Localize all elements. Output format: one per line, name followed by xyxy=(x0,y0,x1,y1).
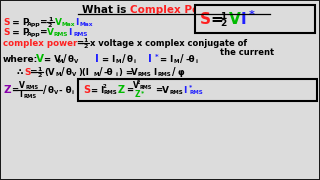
Text: RMS: RMS xyxy=(54,31,68,37)
FancyBboxPatch shape xyxy=(78,79,317,101)
Text: i: i xyxy=(133,58,135,64)
Text: 2: 2 xyxy=(48,22,52,28)
Text: 2: 2 xyxy=(137,80,140,84)
Text: θ: θ xyxy=(66,68,72,76)
Text: V: V xyxy=(162,86,169,94)
Text: ∴: ∴ xyxy=(16,68,22,76)
Text: i: i xyxy=(71,89,73,94)
Text: V: V xyxy=(229,12,241,26)
Text: =: = xyxy=(30,68,38,76)
Text: I: I xyxy=(153,68,156,76)
Text: V: V xyxy=(74,58,78,64)
Text: 2: 2 xyxy=(37,73,41,78)
FancyBboxPatch shape xyxy=(195,5,315,33)
Text: -θ: -θ xyxy=(185,55,195,64)
Text: What is: What is xyxy=(82,5,130,15)
Text: V: V xyxy=(55,17,62,26)
Text: *: * xyxy=(249,10,255,20)
Text: ? (2): ? (2) xyxy=(224,5,250,15)
Text: I: I xyxy=(75,17,78,26)
Text: i: i xyxy=(115,71,117,76)
Text: )(I: )(I xyxy=(78,68,89,76)
Text: 1: 1 xyxy=(220,12,226,21)
Text: /: / xyxy=(180,54,183,64)
Text: M: M xyxy=(116,58,122,64)
Text: the current: the current xyxy=(220,48,274,57)
Text: RMS: RMS xyxy=(158,71,172,76)
Text: M: M xyxy=(55,71,60,76)
Text: I: I xyxy=(183,86,186,94)
Text: V: V xyxy=(19,81,25,90)
Text: 1: 1 xyxy=(37,66,41,71)
Text: Z: Z xyxy=(135,89,140,98)
Text: Complex Power: Complex Power xyxy=(130,5,221,15)
Text: where:: where: xyxy=(3,55,38,64)
Text: = P: = P xyxy=(9,17,29,26)
Text: /: / xyxy=(122,54,125,64)
Text: RMS: RMS xyxy=(24,94,37,99)
Text: =: = xyxy=(76,39,83,48)
Text: =: = xyxy=(40,17,48,26)
Text: 2: 2 xyxy=(83,44,87,48)
Text: I: I xyxy=(241,12,247,26)
Text: = P: = P xyxy=(9,28,29,37)
Text: 1: 1 xyxy=(48,17,52,21)
Text: *: * xyxy=(141,91,144,96)
Text: Z: Z xyxy=(3,85,11,95)
Text: V: V xyxy=(47,28,54,37)
Text: 2: 2 xyxy=(220,19,226,28)
Text: V: V xyxy=(131,68,138,76)
Text: S: S xyxy=(200,12,211,26)
Text: RMS: RMS xyxy=(138,71,152,76)
Text: M: M xyxy=(93,71,99,76)
Text: 2: 2 xyxy=(103,84,107,89)
Text: Max: Max xyxy=(62,21,76,26)
Text: V: V xyxy=(133,80,139,89)
Text: =: = xyxy=(126,86,133,94)
Text: App: App xyxy=(27,31,41,37)
Text: I: I xyxy=(19,90,22,99)
Text: V: V xyxy=(36,54,44,64)
Text: ) =: ) = xyxy=(119,68,133,76)
Text: RMS: RMS xyxy=(189,89,203,94)
Text: RMS: RMS xyxy=(73,31,87,37)
Text: i: i xyxy=(196,58,198,64)
Text: (V: (V xyxy=(44,68,54,76)
Text: = I: = I xyxy=(160,55,173,64)
Text: V: V xyxy=(54,89,58,94)
Text: = I: = I xyxy=(91,86,104,94)
Text: S: S xyxy=(3,17,10,26)
Text: I: I xyxy=(68,28,71,37)
Text: /: / xyxy=(43,85,46,95)
Text: App: App xyxy=(27,21,41,26)
Text: 1: 1 xyxy=(83,37,87,42)
Text: /: / xyxy=(172,67,175,77)
Text: V: V xyxy=(72,71,76,76)
Text: θ: θ xyxy=(48,86,54,94)
Text: =: = xyxy=(11,86,18,94)
Text: - θ: - θ xyxy=(59,86,72,94)
Text: /: / xyxy=(61,67,65,77)
Text: =: = xyxy=(155,86,162,94)
Text: S: S xyxy=(3,28,10,37)
Text: θ: θ xyxy=(68,55,74,64)
Text: -θ: -θ xyxy=(104,68,114,76)
Text: M: M xyxy=(57,58,62,64)
Text: RMS: RMS xyxy=(139,84,151,89)
Text: =: = xyxy=(40,28,48,37)
Text: I: I xyxy=(95,54,99,64)
Text: RMS: RMS xyxy=(25,85,38,90)
Text: I: I xyxy=(148,54,152,64)
Text: S: S xyxy=(83,85,90,95)
Text: Z: Z xyxy=(118,85,125,95)
Text: φ: φ xyxy=(177,68,184,76)
Text: M: M xyxy=(174,58,180,64)
Text: = I: = I xyxy=(102,55,115,64)
Text: S: S xyxy=(24,68,30,76)
Text: =: = xyxy=(210,12,223,26)
Text: *: * xyxy=(155,53,159,60)
Text: θ: θ xyxy=(127,55,133,64)
Text: /: / xyxy=(63,54,67,64)
Text: RMS: RMS xyxy=(169,89,183,94)
